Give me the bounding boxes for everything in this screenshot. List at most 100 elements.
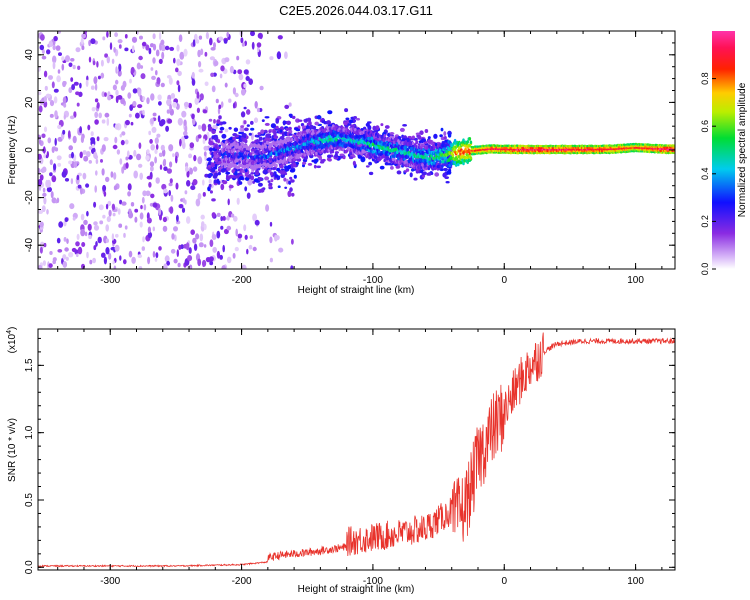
spectrogram-halo-cell: [350, 124, 356, 127]
spectrogram-noise-cell: [71, 151, 74, 159]
spectrogram-noise-cell: [253, 117, 259, 123]
spectrogram-noise-cell: [91, 107, 96, 112]
spectrogram-noise-cell: [278, 247, 284, 253]
spectrogram-noise-cell: [48, 75, 53, 80]
spectrogram-halo-cell: [214, 158, 218, 163]
spectrogram-halo-cell: [228, 184, 234, 189]
spectrogram-halo-cell: [279, 164, 284, 169]
spectrogram-noise-cell: [53, 163, 57, 171]
spectrogram-halo-cell: [405, 168, 410, 172]
spectrogram-noise-cell: [57, 69, 61, 74]
spectrogram-noise-cell: [235, 228, 238, 237]
spectrogram-noise-cell: [80, 37, 84, 45]
spectrogram-ridge-cell: [382, 154, 386, 159]
spectrogram-noise-cell: [113, 172, 117, 180]
spectrogram-noise-cell: [142, 236, 145, 243]
spectrogram-noise-cell: [120, 97, 125, 105]
spectrogram-noise-cell: [100, 159, 103, 163]
spectrogram-halo-cell: [206, 157, 212, 162]
spectrogram-noise-cell: [149, 161, 155, 167]
spectrogram-noise-cell: [86, 210, 89, 217]
spectrogram-ridge-cell: [440, 156, 443, 160]
spectrogram-noise-cell: [220, 216, 223, 222]
spectrogram-noise-cell: [111, 203, 116, 211]
spectrogram-noise-cell: [182, 197, 186, 204]
colorbar-label: Normalized spectral amplitude: [737, 82, 748, 217]
spectrogram-noise-cell: [209, 37, 213, 46]
spectrogram-halo-cell: [238, 181, 243, 185]
spectrogram-halo-cell: [271, 167, 277, 171]
spectrogram-noise-cell: [243, 224, 247, 232]
spectrogram-noise-cell: [91, 143, 95, 149]
spectrogram-noise-cell: [195, 39, 200, 44]
spectrogram-noise-cell: [98, 204, 104, 211]
spectrogram-noise-cell: [74, 249, 79, 255]
spectrogram-halo-cell: [207, 173, 212, 179]
spectrogram-noise-cell: [154, 156, 158, 164]
spectrogram-ridge-cell: [273, 162, 276, 167]
spectrogram-halo-cell: [411, 168, 415, 172]
spectrogram-ridge-cell: [303, 130, 307, 134]
spectrogram-halo-cell: [284, 104, 290, 109]
spectrogram-noise-cell: [184, 125, 188, 133]
spectrogram-noise-cell: [42, 146, 46, 154]
spectrogram-noise-cell: [105, 247, 110, 255]
spectrogram-noise-cell: [174, 234, 177, 242]
spectrogram-ridge-cell: [396, 142, 399, 146]
spectrogram-noise-cell: [115, 233, 119, 238]
spectrogram-noise-cell: [248, 244, 253, 250]
spectrogram-ridge-cell: [315, 136, 318, 140]
spectrogram-noise-cell: [104, 112, 110, 118]
spectrogram-halo-cell: [413, 177, 418, 181]
spectrogram-noise-cell: [115, 89, 119, 96]
spectrogram-halo-cell: [234, 170, 238, 176]
spectrogram-noise-cell: [158, 152, 163, 157]
spectrogram-noise-cell: [81, 242, 86, 247]
spectrogram-halo-cell: [257, 182, 263, 187]
spectrogram-noise-cell: [274, 235, 280, 241]
spectrogram-noise-cell: [114, 244, 120, 252]
spectrogram-noise-cell: [185, 242, 190, 251]
spectrogram-noise-cell: [145, 190, 151, 197]
spectrogram-halo-cell: [268, 130, 272, 134]
spectrogram-halo-cell: [273, 130, 277, 136]
spectrogram-halo-cell: [419, 130, 424, 135]
spectrogram-ridge-cell: [375, 151, 378, 156]
spectrogram-noise-cell: [198, 124, 202, 130]
spectrogram-noise-cell: [202, 192, 206, 197]
x-tick-label: 100: [627, 275, 644, 286]
spectrogram-ridge-cell: [461, 158, 464, 162]
spectrogram-noise-cell: [222, 215, 226, 221]
spectrogram-ridge-cell: [310, 132, 314, 136]
spectrogram-halo-cell: [211, 167, 216, 173]
spectrogram-noise-cell: [183, 119, 187, 127]
spectrogram-noise-cell: [205, 31, 209, 40]
spectrogram-halo-cell: [368, 171, 374, 176]
spectrogram-ridge-cell: [466, 140, 470, 144]
spectrogram-ridge-cell: [382, 138, 386, 142]
spectrogram-ridge-cell: [266, 141, 270, 145]
spectrogram-noise-cell: [130, 66, 135, 74]
spectrogram-halo-cell: [291, 115, 296, 120]
spectrogram-halo-cell: [250, 120, 254, 125]
spectrogram-ridge-cell: [264, 145, 268, 149]
spectrogram-noise-cell: [160, 119, 166, 126]
spectrogram-noise-cell: [163, 166, 168, 171]
spectrogram-ridge-cell: [432, 161, 436, 165]
y-tick-label: 0.0: [24, 560, 35, 574]
spectrogram-noise-cell: [257, 32, 263, 39]
spectrogram-noise-cell: [185, 166, 189, 173]
spectrogram-noise-cell: [223, 39, 228, 44]
spectrogram-noise-cell: [224, 57, 230, 63]
spectrogram-halo-cell: [216, 178, 220, 184]
spectrogram-noise-cell: [123, 232, 126, 238]
spectrogram-ridge-cell: [292, 153, 295, 157]
spectrogram-noise-cell: [200, 214, 205, 220]
spectrogram-ridge-cell: [397, 156, 400, 161]
spectrogram-noise-cell: [122, 80, 127, 88]
spectrogram-noise-cell: [135, 112, 140, 119]
spectrogram-noise-cell: [52, 61, 56, 70]
spectrogram-ridge-cell: [469, 156, 473, 160]
spectrogram-noise-cell: [116, 149, 121, 155]
spectrogram-ridge-cell: [465, 152, 469, 157]
